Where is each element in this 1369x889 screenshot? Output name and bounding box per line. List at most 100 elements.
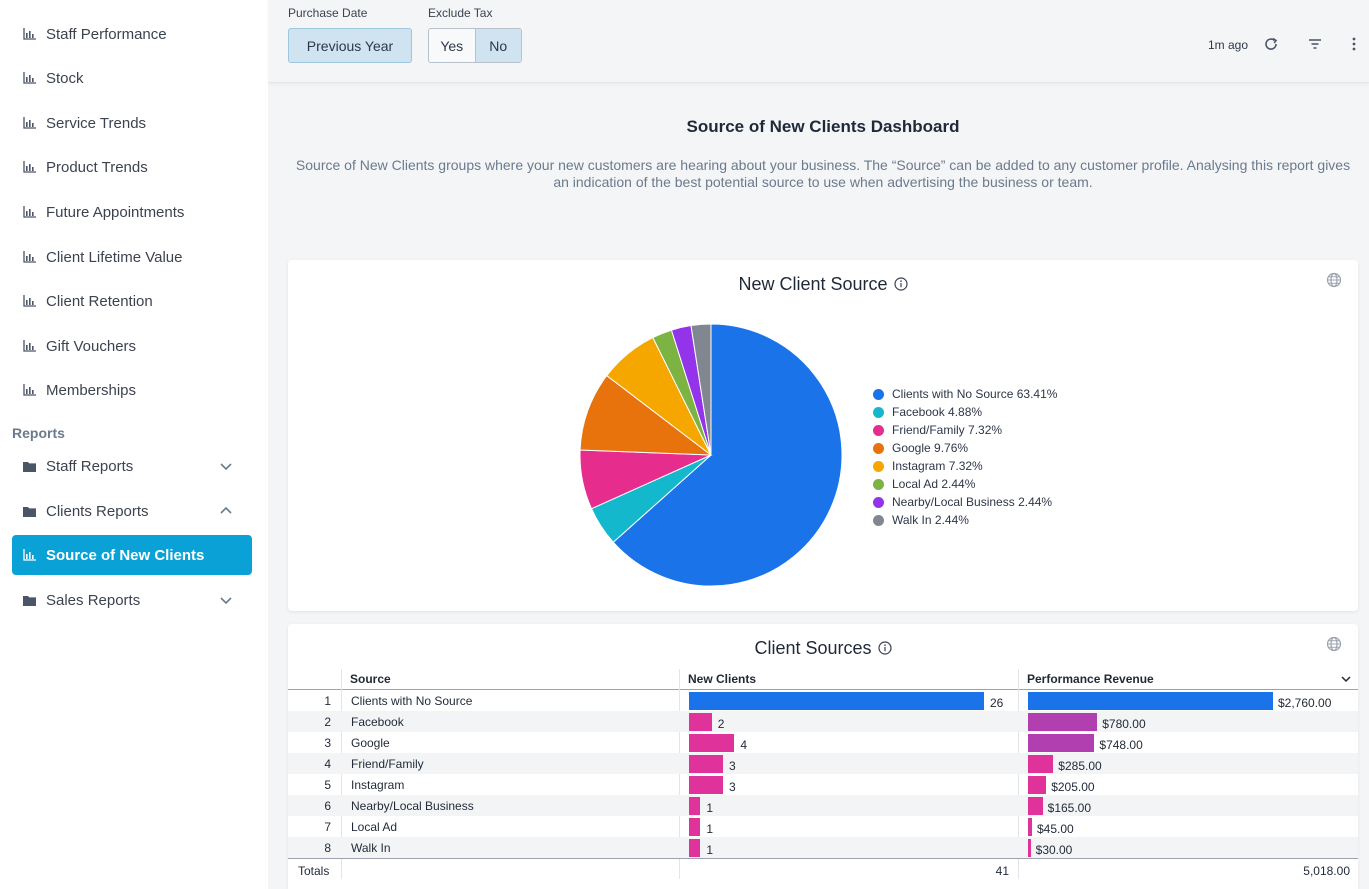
legend-label: Clients with No Source 63.41% <box>892 387 1058 401</box>
table-row[interactable]: 5 Instagram 3 $205.00 <box>288 774 1358 795</box>
table-row[interactable]: 4 Friend/Family 3 $285.00 <box>288 753 1358 774</box>
row-number: 6 <box>324 799 331 813</box>
sidebar-item-clients-reports[interactable]: Clients Reports <box>12 491 252 531</box>
new-clients-value: 2 <box>717 717 725 731</box>
legend-item-instagram[interactable]: Instagram 7.32% <box>873 457 1057 475</box>
sidebar: Staff Performance Stock Service Trends Prod… <box>0 0 268 889</box>
column-header-performance-revenue[interactable]: Performance Revenue <box>1027 672 1154 686</box>
sidebar-item-product-trends[interactable]: Product Trends <box>12 147 252 187</box>
filter-bar: Purchase Date Previous Year Exclude Tax … <box>268 0 1369 83</box>
new-clients-bar <box>689 776 724 794</box>
table-row[interactable]: 3 Google 4 $748.00 <box>288 732 1358 753</box>
chevron-up-icon[interactable] <box>218 503 234 519</box>
row-number: 4 <box>324 757 331 771</box>
globe-icon[interactable] <box>1326 272 1342 288</box>
sidebar-item-label: Client Retention <box>46 292 153 310</box>
table-row[interactable]: 6 Nearby/Local Business 1 $165.00 <box>288 795 1358 816</box>
client-sources-card: Client Sources Source New Clients Perfor… <box>288 624 1358 889</box>
bar-chart-icon <box>22 250 36 264</box>
sidebar-item-client-lifetime-value[interactable]: Client Lifetime Value <box>12 237 252 277</box>
legend-swatch <box>873 424 884 436</box>
legend-item-clients-with-no-source[interactable]: Clients with No Source 63.41% <box>873 385 1057 403</box>
sidebar-item-stock[interactable]: Stock <box>12 58 252 98</box>
legend-item-walk-in[interactable]: Walk In 2.44% <box>873 511 1057 529</box>
row-number: 2 <box>324 715 331 729</box>
table-row[interactable]: 1 Clients with No Source 26 $2,760.00 <box>288 690 1358 711</box>
sidebar-item-source-of-new-clients[interactable]: Source of New Clients <box>12 535 252 575</box>
column-header-source[interactable]: Source <box>350 672 391 686</box>
sidebar-item-memberships[interactable]: Memberships <box>12 370 252 410</box>
new-clients-value: 1 <box>706 843 714 857</box>
exclude-tax-label: Exclude Tax <box>428 6 493 20</box>
filter-icon[interactable] <box>1307 36 1323 52</box>
more-vertical-icon[interactable] <box>1346 36 1362 52</box>
source-cell: Walk In <box>351 841 391 855</box>
legend-item-google[interactable]: Google 9.76% <box>873 439 1057 457</box>
pie-slice-walk-in[interactable] <box>690 323 712 456</box>
sidebar-item-label: Stock <box>46 69 84 87</box>
bar-chart-icon <box>22 71 36 85</box>
column-header-new-clients[interactable]: New Clients <box>688 672 757 686</box>
pie-legend: Clients with No Source 63.41% Facebook 4.… <box>873 385 1057 529</box>
bar-chart-icon <box>22 205 36 219</box>
legend-swatch <box>873 406 884 418</box>
section-label-reports: Reports <box>12 425 65 441</box>
sidebar-item-staff-performance[interactable]: Staff Performance <box>12 14 252 54</box>
exclude-tax-yes-option[interactable]: Yes <box>440 37 464 54</box>
legend-item-friend-family[interactable]: Friend/Family 7.32% <box>873 421 1057 439</box>
revenue-value: $30.00 <box>1035 843 1073 857</box>
info-icon[interactable] <box>877 641 892 655</box>
sidebar-item-label: Gift Vouchers <box>46 337 137 355</box>
sort-desc-icon[interactable] <box>1341 675 1351 683</box>
row-number: 5 <box>324 778 331 792</box>
row-number: 1 <box>324 694 331 708</box>
chevron-down-icon[interactable] <box>218 592 234 608</box>
new-clients-bar <box>689 713 712 731</box>
legend-item-local-ad[interactable]: Local Ad 2.44% <box>873 475 1057 493</box>
new-clients-bar <box>689 839 701 857</box>
sidebar-item-label: Clients Reports <box>46 502 149 520</box>
legend-item-facebook[interactable]: Facebook 4.88% <box>873 403 1057 421</box>
bar-chart-icon <box>22 160 36 174</box>
bar-chart-icon <box>22 294 36 308</box>
sidebar-item-service-trends[interactable]: Service Trends <box>12 103 252 143</box>
new-clients-value: 3 <box>729 759 736 773</box>
table-row[interactable]: 7 Local Ad 1 $45.00 <box>288 816 1358 837</box>
sidebar-item-future-appointments[interactable]: Future Appointments <box>12 192 252 232</box>
row-number: 8 <box>324 841 331 855</box>
exclude-tax-toggle: Yes No <box>428 28 522 63</box>
info-icon[interactable] <box>893 277 908 291</box>
legend-label: Google 9.76% <box>892 441 969 455</box>
new-clients-value: 3 <box>729 780 736 794</box>
sidebar-item-label: Service Trends <box>46 114 147 132</box>
exclude-tax-no-option[interactable]: No <box>474 29 521 62</box>
source-cell: Google <box>351 736 390 750</box>
sidebar-item-sales-reports[interactable]: Sales Reports <box>12 580 252 620</box>
new-clients-bar <box>689 818 701 836</box>
new-clients-value: 4 <box>740 738 748 752</box>
pie-slice-google[interactable] <box>579 374 713 456</box>
legend-label: Local Ad 2.44% <box>892 477 976 491</box>
table-row[interactable]: 2 Facebook 2 $780.00 <box>288 711 1358 732</box>
sidebar-item-label: Staff Reports <box>46 457 134 475</box>
legend-label: Facebook 4.88% <box>892 405 983 419</box>
legend-item-nearby-local-business[interactable]: Nearby/Local Business 2.44% <box>873 493 1057 511</box>
legend-label: Walk In 2.44% <box>892 513 969 527</box>
sidebar-item-client-retention[interactable]: Client Retention <box>12 281 252 321</box>
table-row[interactable]: 8 Walk In 1 $30.00 <box>288 837 1358 858</box>
pie-card-title-wrap: New Client Source <box>288 274 1358 295</box>
sidebar-item-staff-reports[interactable]: Staff Reports <box>12 446 252 486</box>
sidebar-item-label: Staff Performance <box>46 25 167 43</box>
refresh-icon[interactable] <box>1263 36 1279 52</box>
chevron-down-icon[interactable] <box>218 458 234 474</box>
pie-slice-clients-with-no-source[interactable] <box>612 323 843 587</box>
bar-chart-icon <box>22 339 36 353</box>
globe-icon[interactable] <box>1326 636 1342 652</box>
pie-card-title: New Client Source <box>738 274 888 294</box>
folder-icon <box>22 459 36 473</box>
bar-chart-icon <box>22 27 36 41</box>
purchase-date-button[interactable]: Previous Year <box>288 28 412 63</box>
sidebar-item-gift-vouchers[interactable]: Gift Vouchers <box>12 326 252 366</box>
new-clients-value: 1 <box>706 822 714 836</box>
totals-row: Totals 41 5,018.00 <box>288 860 1358 881</box>
